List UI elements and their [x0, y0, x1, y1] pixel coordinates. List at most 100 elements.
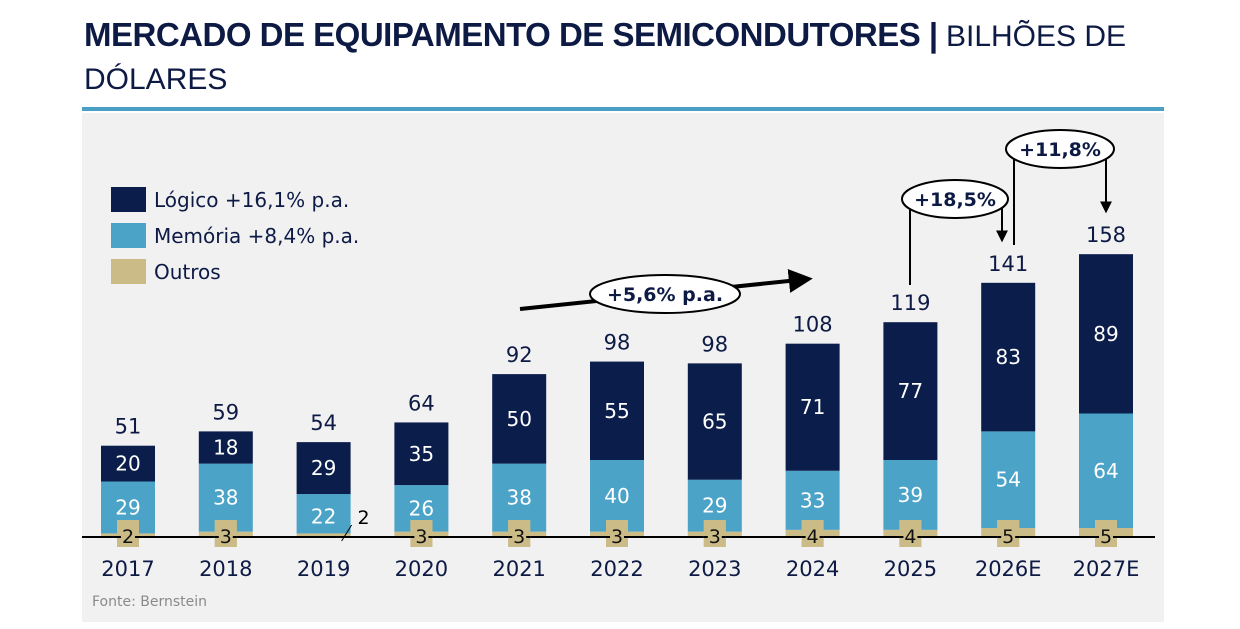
- outros-label-box: [508, 520, 531, 547]
- bar-group-2026E: 83 54 5 141: [981, 252, 1036, 547]
- total-label: 98: [701, 332, 728, 356]
- title-rule: [82, 107, 1164, 111]
- annotation-label: +18,5%: [914, 189, 996, 211]
- bar-segment-logico: [785, 343, 840, 471]
- data-label-outros: 3: [513, 526, 525, 548]
- data-label-outros: 4: [904, 526, 916, 548]
- callout-line: [341, 524, 353, 542]
- legend-swatch: [111, 187, 146, 212]
- legend-label: Lógico +16,1% p.a.: [154, 188, 349, 212]
- data-label-outros: 3: [611, 526, 623, 548]
- legend: Lógico +16,1% p.a. Memória +8,4% p.a. Outr…: [111, 187, 359, 284]
- bar-segment-memoria: [1079, 413, 1133, 529]
- x-tick-label: 2025: [884, 557, 937, 581]
- bar-segment-logico: [296, 442, 351, 495]
- data-label-outros: 3: [709, 526, 721, 548]
- data-label-logico: 71: [800, 395, 825, 419]
- data-label-logico: 65: [702, 410, 727, 434]
- chart-title: MERCADO DE EQUIPAMENTO DE SEMICONDUTORES…: [84, 14, 1164, 101]
- bar-segment-memoria: [981, 431, 1036, 529]
- x-tick-label: 2023: [688, 557, 741, 581]
- outros-label-box: [1095, 520, 1117, 547]
- data-label-memoria: 22: [311, 505, 336, 529]
- total-label: 64: [408, 391, 435, 415]
- data-label-logico: 89: [1093, 322, 1118, 346]
- bars: 2029251183835929222543526364503839255403…: [101, 223, 1133, 547]
- data-label-memoria: 54: [995, 468, 1020, 492]
- annotation-bubble: [589, 274, 741, 314]
- outros-label-box: [997, 520, 1020, 547]
- data-label-memoria: 39: [898, 483, 923, 507]
- bar-segment-logico: [590, 361, 644, 461]
- x-tick-label: 2017: [101, 557, 154, 581]
- outros-label-box: [117, 520, 139, 547]
- total-label: 98: [604, 331, 631, 355]
- outros-label-box: [410, 520, 433, 547]
- x-tick-label: 2024: [786, 557, 839, 581]
- data-label-outros: 5: [1002, 526, 1014, 548]
- x-tick-label: 2022: [590, 557, 643, 581]
- bar-segment-memoria: [296, 494, 351, 534]
- annotation-label: +5,6% p.a.: [607, 284, 723, 306]
- annotation-bubble: [901, 179, 1009, 219]
- bar-segment-memoria: [590, 460, 644, 532]
- outros-label-box: [899, 520, 922, 547]
- data-label-memoria: 64: [1093, 459, 1118, 483]
- data-label-outros: 4: [807, 526, 819, 548]
- bar-segment-memoria: [785, 470, 840, 530]
- bar-segment-logico: [394, 422, 449, 486]
- total-label: 119: [890, 291, 930, 315]
- bar-group-2025: 77 39 4 119: [883, 291, 938, 547]
- outros-label-box: [703, 520, 726, 547]
- data-label-logico: 20: [115, 452, 140, 476]
- data-label-outros: 5: [1100, 526, 1112, 548]
- bar-segment-logico: [1079, 254, 1133, 414]
- data-label-memoria: 29: [115, 495, 140, 519]
- data-label-memoria: 29: [702, 494, 727, 518]
- legend-swatch: [111, 223, 146, 248]
- title-unit: BILHÕES DE DÓLARES: [84, 20, 1127, 96]
- data-label-memoria: 33: [800, 488, 825, 512]
- total-label: 108: [793, 313, 833, 337]
- legend-swatch: [111, 259, 146, 284]
- x-tick-label: 2018: [199, 557, 252, 581]
- data-label-memoria: 40: [604, 484, 629, 508]
- data-label-logico: 55: [604, 399, 629, 423]
- outros-label-box: [801, 520, 824, 547]
- data-label-logico: 77: [898, 379, 923, 403]
- total-label: 92: [506, 343, 533, 367]
- total-label: 141: [988, 252, 1028, 276]
- annotation-bubble: [1005, 129, 1115, 169]
- data-label-memoria: 38: [213, 486, 238, 510]
- outros-label-box: [606, 520, 628, 547]
- bar-group-2023: 65 29 3 98: [687, 332, 742, 547]
- bar-segment-logico: [198, 431, 253, 464]
- x-tick-label: 2019: [297, 557, 350, 581]
- data-label-outros: 2: [122, 526, 134, 548]
- data-label-memoria: 26: [409, 496, 434, 520]
- data-label-outros: 3: [415, 526, 427, 548]
- data-label-memoria: 38: [506, 486, 531, 510]
- outros-label-box: [214, 520, 237, 547]
- data-label-outros: 2: [358, 507, 370, 529]
- bar-segment-memoria: [883, 460, 938, 530]
- total-label: 59: [212, 400, 239, 424]
- data-label-logico: 83: [995, 345, 1020, 369]
- data-label-logico: 29: [311, 456, 336, 480]
- x-tick-label: 2021: [492, 557, 545, 581]
- annotations: +5,6% p.a. +18,5% +11,8%: [519, 129, 1115, 314]
- annotation-label: +11,8%: [1019, 139, 1101, 161]
- data-label-logico: 18: [213, 436, 238, 460]
- total-label: 54: [310, 411, 337, 435]
- data-label-outros: 3: [220, 526, 232, 548]
- bar-segment-logico: [492, 374, 547, 464]
- data-label-logico: 35: [409, 442, 434, 466]
- bar-segment-logico: [687, 363, 742, 480]
- bar-segment-outros: [296, 533, 351, 537]
- bar-segment-logico: [101, 445, 155, 482]
- x-tick-label: 2026E: [975, 557, 1042, 581]
- total-label: 51: [115, 415, 142, 439]
- total-label: 158: [1086, 223, 1126, 247]
